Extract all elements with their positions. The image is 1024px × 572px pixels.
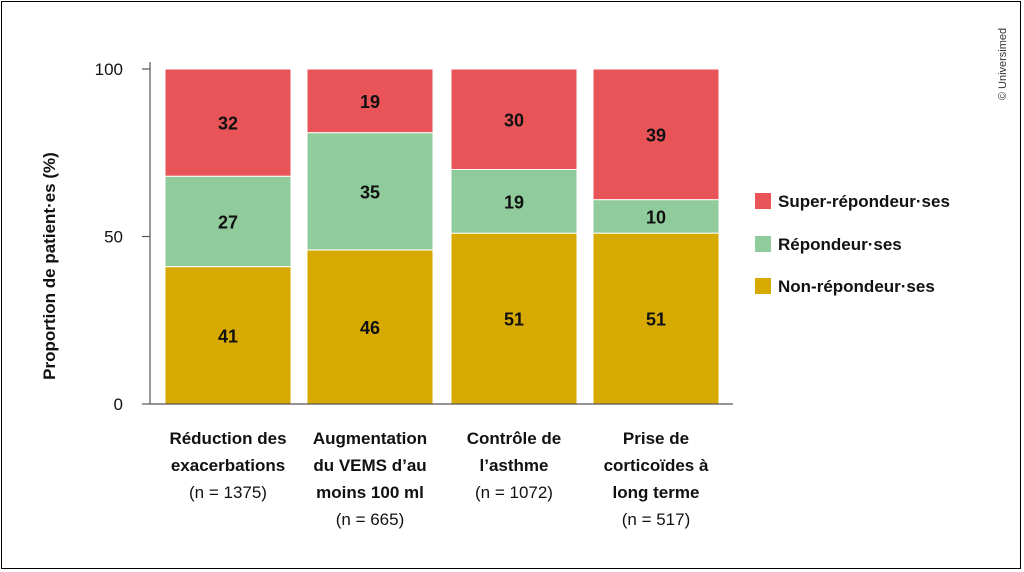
bar-value-label: 10 [646,207,666,227]
y-tick-label: 50 [104,228,123,247]
bar-segment [592,199,720,234]
bar-segment [306,132,434,251]
category-label: corticoïdes à [604,456,709,475]
legend-swatch [755,193,771,209]
category-count: (n = 665) [336,510,405,529]
bar-segment [164,266,292,405]
bar-value-label: 30 [504,110,524,130]
bar-value-label: 27 [218,212,238,232]
bars-group [164,68,720,405]
legend-label: Super-répondeur·ses [778,192,950,211]
category-count: (n = 1375) [189,483,267,502]
category-label: du VEMS d’au [313,456,426,475]
category-label: Prise de [623,429,689,448]
bar-segment [306,249,434,405]
legend: Super-répondeur·ses Répondeur·ses Non-répo… [755,192,950,296]
y-ticks-group: 0 50 100 [95,60,150,414]
category-label: exacerbations [171,456,285,475]
bar-value-label: 32 [218,114,238,134]
legend-label: Répondeur·ses [778,235,902,254]
bar-segment [164,68,292,177]
bar-segment [592,68,720,201]
category-label: Contrôle de [467,429,561,448]
bar-value-label: 19 [360,92,380,112]
y-tick-label: 100 [95,60,123,79]
category-label: Réduction des [169,429,286,448]
category-count: (n = 1072) [475,483,553,502]
bar-value-label: 39 [646,125,666,145]
y-tick-label: 0 [114,395,123,414]
bar-value-label: 19 [504,192,524,212]
legend-swatch [755,236,771,252]
credit-text: © Universimed [997,28,1009,100]
bar-value-label: 41 [218,326,238,346]
bar-segment [450,232,578,405]
bar-value-label: 51 [646,310,666,330]
bar-value-label: 35 [360,182,380,202]
bar-segment [450,169,578,234]
bar-value-label: 51 [504,310,524,330]
category-count: (n = 517) [622,510,691,529]
bar-segment [164,175,292,268]
legend-label: Non-répondeur·ses [778,277,935,296]
category-label: moins 100 ml [316,483,424,502]
bar-value-label: 46 [360,318,380,338]
category-label: l’asthme [480,456,549,475]
bar-segment [450,68,578,170]
category-label: Augmentation [313,429,427,448]
category-labels-group: Réduction des exacerbations (n = 1375) Augm… [169,429,709,529]
bar-segment [592,232,720,405]
axes-group [149,62,733,405]
y-axis-label: Proportion de patient·es (%) [40,152,59,380]
category-label: long terme [613,483,700,502]
segment-labels-group: 41 27 32 46 35 19 51 19 30 51 10 39 [218,92,666,347]
bar-segment [306,68,434,134]
legend-swatch [755,278,771,294]
